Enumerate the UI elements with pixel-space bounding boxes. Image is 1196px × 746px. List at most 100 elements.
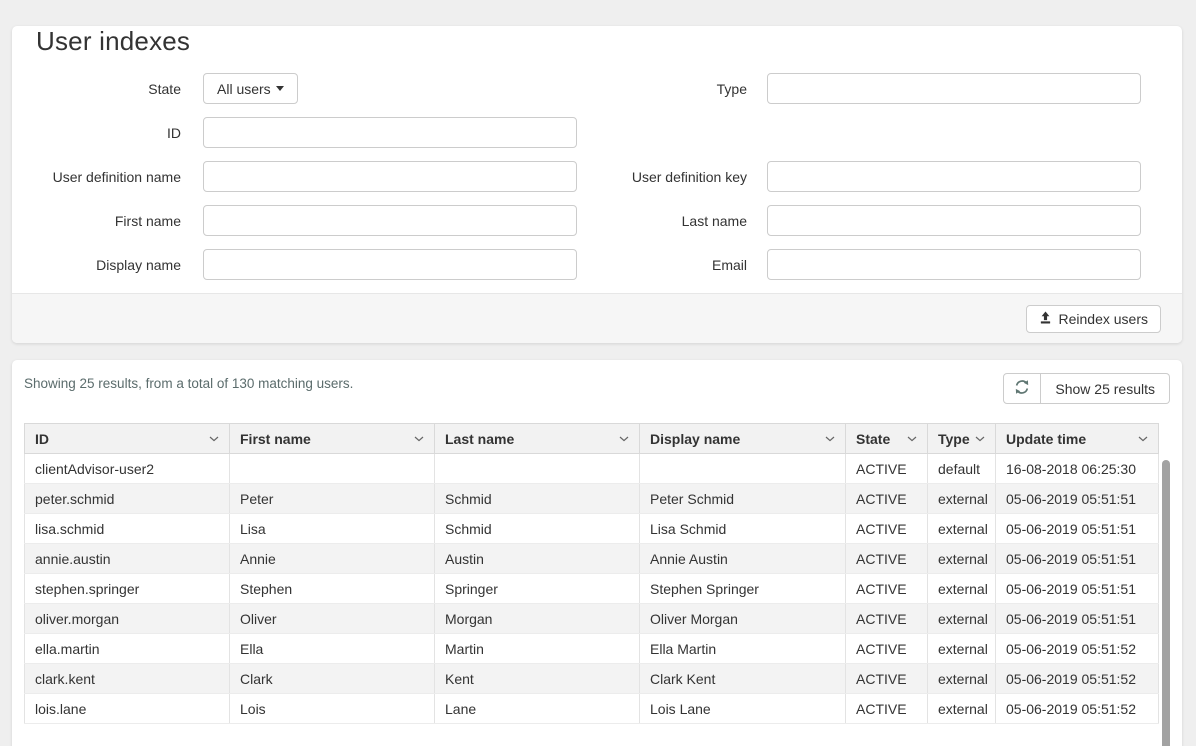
display-name-input[interactable] — [203, 249, 577, 280]
cell-first-name: Oliver — [229, 603, 435, 634]
column-label: Display name — [650, 430, 741, 447]
form-row-names: First name Last name — [12, 205, 1182, 236]
user-definition-key-label: User definition key — [631, 168, 747, 185]
results-table-wrap: ID First name Last nam — [24, 423, 1170, 746]
field-last-name: Last name — [577, 205, 1142, 236]
field-email: Email — [577, 249, 1142, 280]
last-name-label: Last name — [681, 212, 747, 229]
cell-state: ACTIVE — [845, 573, 928, 604]
cell-update-time: 05-06-2019 05:51:51 — [995, 603, 1159, 634]
form-row-definition: User definition name User definition key — [12, 161, 1182, 192]
chevron-down-icon — [209, 436, 219, 442]
field-state: State All users — [12, 73, 577, 104]
cell-last-name: Austin — [434, 543, 640, 574]
column-header-update-time[interactable]: Update time — [995, 423, 1159, 454]
show-results-label: Show 25 results — [1055, 380, 1155, 397]
cell-type: external — [927, 663, 996, 694]
table-row[interactable]: oliver.morgan Oliver Morgan Oliver Morgan AC… — [24, 603, 1159, 634]
cell-display-name: Oliver Morgan — [639, 603, 846, 634]
cell-first-name: Stephen — [229, 573, 435, 604]
cell-first-name — [229, 453, 435, 484]
id-input[interactable] — [203, 117, 577, 148]
column-label: ID — [35, 430, 49, 447]
user-definition-key-input[interactable] — [767, 161, 1141, 192]
table-row[interactable]: ella.martin Ella Martin Ella Martin ACTIVE ex… — [24, 633, 1159, 664]
column-header-type[interactable]: Type — [927, 423, 996, 454]
cell-state: ACTIVE — [845, 483, 928, 514]
field-first-name: First name — [12, 205, 577, 236]
chevron-down-icon — [907, 436, 917, 442]
column-label: First name — [240, 430, 311, 447]
cell-display-name: Clark Kent — [639, 663, 846, 694]
cell-id: stephen.springer — [24, 573, 230, 604]
cell-first-name: Annie — [229, 543, 435, 574]
cell-last-name: Kent — [434, 663, 640, 694]
column-header-display-name[interactable]: Display name — [639, 423, 846, 454]
table-row[interactable]: clientAdvisor-user2 ACTIVE default 16-08-20… — [24, 453, 1159, 484]
cell-display-name — [639, 453, 846, 484]
column-label: Last name — [445, 430, 515, 447]
cell-display-name: Annie Austin — [639, 543, 846, 574]
column-header-id[interactable]: ID — [24, 423, 230, 454]
cell-id: ella.martin — [24, 633, 230, 664]
cell-type: external — [927, 633, 996, 664]
cell-update-time: 05-06-2019 05:51:52 — [995, 663, 1159, 694]
results-header: Showing 25 results, from a total of 130 … — [12, 360, 1182, 423]
state-label: State — [148, 80, 181, 97]
results-card: Showing 25 results, from a total of 130 … — [12, 360, 1182, 746]
column-label: State — [856, 430, 891, 447]
cell-display-name: Lois Lane — [639, 693, 846, 724]
cell-state: ACTIVE — [845, 543, 928, 574]
filter-card-footer: Reindex users — [12, 293, 1182, 343]
table-scrollbar-thumb[interactable] — [1162, 460, 1170, 746]
cell-update-time: 05-06-2019 05:51:52 — [995, 633, 1159, 664]
cell-type: external — [927, 603, 996, 634]
cell-state: ACTIVE — [845, 453, 928, 484]
cell-state: ACTIVE — [845, 633, 928, 664]
table-row[interactable]: lisa.schmid Lisa Schmid Lisa Schmid ACTIVE ex… — [24, 513, 1159, 544]
table-row[interactable]: peter.schmid Peter Schmid Peter Schmid ACTIV… — [24, 483, 1159, 514]
upload-icon — [1039, 311, 1052, 327]
cell-last-name: Springer — [434, 573, 640, 604]
cell-type: external — [927, 693, 996, 724]
email-label: Email — [711, 256, 747, 273]
show-results-button[interactable]: Show 25 results — [1041, 373, 1170, 404]
state-dropdown[interactable]: All users — [203, 73, 298, 104]
chevron-down-icon — [414, 436, 424, 442]
user-definition-name-input[interactable] — [203, 161, 577, 192]
cell-state: ACTIVE — [845, 513, 928, 544]
table-row[interactable]: lois.lane Lois Lane Lois Lane ACTIVE external… — [24, 693, 1159, 724]
field-user-definition-key: User definition key — [577, 161, 1142, 192]
first-name-input[interactable] — [203, 205, 577, 236]
id-label: ID — [167, 124, 181, 141]
cell-first-name: Peter — [229, 483, 435, 514]
page-title: User indexes — [36, 26, 191, 56]
chevron-down-icon — [619, 436, 629, 442]
column-header-last-name[interactable]: Last name — [434, 423, 640, 454]
table-row[interactable]: clark.kent Clark Kent Clark Kent ACTIVE exter… — [24, 663, 1159, 694]
cell-first-name: Ella — [229, 633, 435, 664]
cell-last-name: Morgan — [434, 603, 640, 634]
field-display-name: Display name — [12, 249, 577, 280]
email-input[interactable] — [767, 249, 1141, 280]
cell-id: oliver.morgan — [24, 603, 230, 634]
cell-state: ACTIVE — [845, 693, 928, 724]
table-row[interactable]: stephen.springer Stephen Springer Stephen S… — [24, 573, 1159, 604]
cell-last-name: Schmid — [434, 513, 640, 544]
reindex-users-button[interactable]: Reindex users — [1025, 305, 1161, 333]
cell-type: external — [927, 543, 996, 574]
field-type: Type — [577, 73, 1142, 104]
state-dropdown-value: All users — [217, 80, 271, 97]
chevron-down-icon — [975, 436, 985, 442]
type-input[interactable] — [767, 73, 1141, 104]
column-header-state[interactable]: State — [845, 423, 928, 454]
cell-id: lisa.schmid — [24, 513, 230, 544]
table-row[interactable]: annie.austin Annie Austin Annie Austin ACTIV… — [24, 543, 1159, 574]
last-name-input[interactable] — [767, 205, 1141, 236]
results-actions: Show 25 results — [1003, 373, 1170, 404]
cell-type: external — [927, 513, 996, 544]
refresh-button[interactable] — [1003, 373, 1042, 404]
form-row-state-type: State All users Type — [12, 73, 1182, 104]
chevron-down-icon — [825, 436, 835, 442]
column-header-first-name[interactable]: First name — [229, 423, 435, 454]
